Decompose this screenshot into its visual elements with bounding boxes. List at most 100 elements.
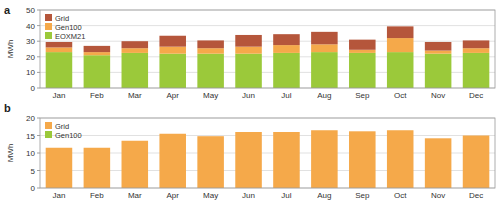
legend: GridGen100EOXM21 bbox=[45, 14, 85, 41]
bar-segment bbox=[197, 40, 224, 48]
x-tick-label: Dec bbox=[469, 191, 483, 200]
y-tick-label: 10 bbox=[26, 149, 35, 158]
grid-line bbox=[40, 41, 495, 42]
x-tick-label: Aug bbox=[317, 191, 331, 200]
y-tick-label: 20 bbox=[26, 114, 35, 123]
tick-mark bbox=[37, 118, 40, 119]
legend-swatch bbox=[45, 131, 52, 138]
bar-segment bbox=[387, 38, 414, 52]
bar-segment bbox=[197, 48, 224, 53]
bar-segment bbox=[84, 46, 111, 52]
tick-mark bbox=[37, 10, 40, 11]
bar-segment bbox=[122, 48, 149, 53]
panel: aMWh01020304050JanFebMarAprMayJunJulAugS… bbox=[4, 4, 495, 100]
x-tick-label: Nov bbox=[431, 191, 445, 200]
bar-segment bbox=[159, 134, 186, 188]
plot-frame bbox=[40, 10, 495, 88]
bar-segment bbox=[273, 34, 300, 45]
tick-mark bbox=[37, 72, 40, 73]
x-tick-label: Jul bbox=[281, 191, 291, 200]
bars bbox=[46, 130, 490, 188]
bar-segment bbox=[311, 44, 338, 52]
bar-segment bbox=[387, 52, 414, 88]
bar-segment bbox=[159, 47, 186, 54]
bar-segment bbox=[197, 136, 224, 188]
bar-segment bbox=[425, 51, 452, 54]
y-axis-label: MWh bbox=[6, 40, 15, 59]
x-tick-label: Jul bbox=[281, 91, 291, 100]
legend-label: Gen100 bbox=[55, 23, 82, 32]
y-tick-label: 40 bbox=[26, 22, 35, 31]
bar-segment bbox=[235, 54, 262, 88]
bar-segment bbox=[122, 141, 149, 188]
legend: GridGen100 bbox=[45, 122, 82, 140]
legend-swatch bbox=[45, 122, 52, 129]
bar-segment bbox=[159, 36, 186, 47]
bars bbox=[46, 26, 490, 88]
bar-segment bbox=[387, 26, 414, 38]
grid-line bbox=[40, 25, 495, 26]
y-tick-label: 20 bbox=[26, 53, 35, 62]
legend-swatch bbox=[45, 14, 52, 21]
bar-segment bbox=[463, 48, 490, 53]
bar-segment bbox=[273, 132, 300, 188]
x-tick-label: Jun bbox=[242, 91, 255, 100]
bar-segment bbox=[349, 50, 376, 53]
x-tick-label: Oct bbox=[394, 91, 407, 100]
legend-swatch bbox=[45, 32, 52, 39]
bar-segment bbox=[235, 35, 262, 47]
y-tick-label: 10 bbox=[26, 68, 35, 77]
bar-segment bbox=[159, 54, 186, 88]
bar-segment bbox=[197, 54, 224, 88]
x-tick-label: Oct bbox=[394, 191, 407, 200]
bar-segment bbox=[463, 136, 490, 189]
x-tick-label: May bbox=[203, 191, 218, 200]
legend-label: Grid bbox=[55, 122, 69, 131]
x-tick-label: Aug bbox=[317, 91, 331, 100]
bar-segment bbox=[349, 131, 376, 188]
tick-mark bbox=[37, 188, 40, 189]
tick-mark bbox=[37, 135, 40, 136]
x-tick-label: Sep bbox=[355, 91, 370, 100]
x-tick-label: Dec bbox=[469, 91, 483, 100]
bar-segment bbox=[46, 52, 73, 88]
bar-segment bbox=[387, 130, 414, 188]
panel-label: a bbox=[4, 4, 11, 16]
y-tick-label: 30 bbox=[26, 37, 35, 46]
bar-segment bbox=[235, 47, 262, 54]
bar-segment bbox=[273, 45, 300, 53]
bar-segment bbox=[463, 53, 490, 88]
x-tick-label: Nov bbox=[431, 91, 445, 100]
x-tick-label: Feb bbox=[90, 191, 104, 200]
tick-mark bbox=[37, 25, 40, 26]
plot-frame bbox=[40, 118, 495, 188]
legend-swatch bbox=[45, 23, 52, 30]
bar-segment bbox=[311, 32, 338, 44]
legend-label: Gen100 bbox=[55, 131, 82, 140]
y-axis-label: MWh bbox=[6, 144, 15, 163]
x-tick-label: Apr bbox=[166, 191, 179, 200]
bar-segment bbox=[311, 130, 338, 188]
bar-segment bbox=[311, 52, 338, 88]
tick-mark bbox=[37, 88, 40, 89]
x-tick-label: Apr bbox=[166, 91, 179, 100]
panel-label: b bbox=[4, 102, 11, 114]
y-tick-label: 50 bbox=[26, 6, 35, 15]
x-tick-label: Jun bbox=[242, 191, 255, 200]
y-tick-label: 5 bbox=[31, 167, 36, 176]
bar-segment bbox=[273, 53, 300, 88]
bar-segment bbox=[349, 40, 376, 50]
panel: bMWh05101520JanFebMarAprMayJunJulAugSepO… bbox=[4, 102, 495, 200]
bar-segment bbox=[425, 42, 452, 51]
tick-mark bbox=[37, 56, 40, 57]
y-tick-label: 0 bbox=[31, 84, 36, 93]
bar-segment bbox=[46, 148, 73, 188]
bar-segment bbox=[84, 52, 111, 55]
legend-label: EOXM21 bbox=[55, 32, 85, 41]
legend-label: Grid bbox=[55, 14, 69, 23]
x-tick-label: Sep bbox=[355, 191, 370, 200]
figure: aMWh01020304050JanFebMarAprMayJunJulAugS… bbox=[0, 0, 500, 205]
bar-segment bbox=[84, 148, 111, 188]
tick-mark bbox=[37, 153, 40, 154]
bar-segment bbox=[46, 42, 73, 47]
